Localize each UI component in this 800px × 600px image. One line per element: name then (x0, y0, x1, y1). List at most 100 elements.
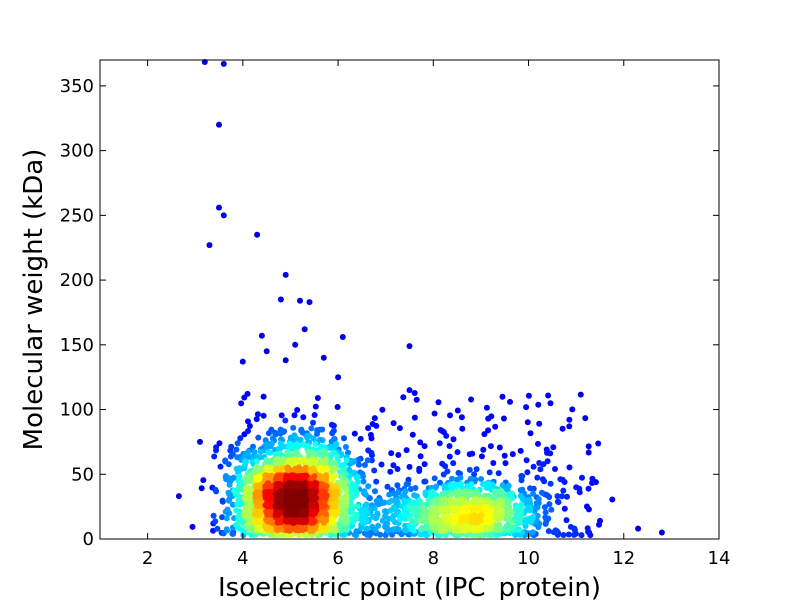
data-point (442, 496, 449, 503)
x-tick-label: 12 (612, 548, 635, 569)
data-point (241, 394, 248, 401)
data-point (272, 491, 279, 497)
data-point (564, 493, 570, 500)
data-point (490, 460, 497, 466)
data-point (539, 476, 546, 483)
data-point (499, 482, 506, 489)
data-point (469, 516, 476, 523)
data-point (304, 434, 311, 441)
data-point (310, 465, 317, 472)
data-point (224, 506, 231, 513)
data-point (277, 445, 284, 452)
data-point (486, 469, 493, 476)
data-point (245, 428, 251, 434)
data-point (554, 493, 561, 500)
data-point (561, 505, 568, 512)
data-point (318, 493, 325, 500)
data-point (330, 501, 337, 508)
data-point (449, 475, 455, 482)
data-point (329, 476, 336, 482)
data-point (409, 431, 416, 438)
data-point (411, 414, 418, 421)
data-point (381, 499, 388, 506)
data-point (357, 435, 364, 442)
data-point (299, 526, 305, 532)
data-point (565, 531, 572, 538)
data-point (301, 326, 308, 333)
data-point (222, 473, 229, 479)
data-point (320, 354, 327, 361)
data-point (547, 450, 554, 457)
data-point (285, 509, 292, 516)
data-point (237, 435, 244, 442)
plot-area (175, 59, 665, 539)
data-point (386, 491, 393, 498)
data-point (373, 498, 380, 504)
data-point (256, 465, 263, 472)
data-point (450, 485, 456, 491)
data-point (421, 461, 428, 468)
data-point (419, 505, 426, 512)
data-point (295, 443, 302, 450)
data-point (328, 492, 335, 499)
data-point (428, 510, 435, 517)
data-point (484, 526, 491, 533)
data-point (332, 483, 339, 490)
data-point (517, 447, 524, 454)
data-point (239, 358, 246, 365)
data-point (217, 463, 224, 470)
data-point (406, 515, 413, 522)
data-point (432, 513, 439, 519)
data-point (505, 525, 512, 531)
data-point (526, 507, 533, 514)
data-point (275, 474, 282, 481)
data-point (387, 468, 394, 475)
data-point (547, 400, 554, 407)
data-point (505, 482, 512, 489)
data-point (305, 448, 312, 455)
data-point (364, 457, 371, 464)
data-point (635, 525, 642, 532)
data-point (258, 517, 265, 524)
data-point (289, 503, 296, 510)
data-point (335, 374, 342, 381)
data-point (398, 531, 405, 538)
data-point (223, 526, 230, 533)
data-point (323, 524, 330, 531)
data-point (211, 453, 218, 460)
data-point (390, 490, 397, 497)
data-point (314, 395, 321, 401)
data-point (245, 525, 252, 532)
data-point (341, 435, 347, 442)
data-point (435, 399, 442, 406)
data-point (365, 483, 372, 490)
data-point (534, 474, 541, 481)
data-point (523, 404, 530, 411)
data-point (329, 519, 336, 526)
data-point (390, 504, 397, 511)
data-point (413, 396, 420, 403)
data-point (318, 488, 325, 495)
data-point (312, 441, 319, 447)
data-point (389, 531, 396, 538)
data-point (291, 412, 298, 419)
data-point (330, 427, 337, 434)
data-point (322, 465, 329, 472)
data-point (406, 343, 413, 350)
data-point (245, 418, 251, 425)
data-point (264, 481, 271, 488)
data-point (466, 490, 473, 497)
data-point (322, 456, 329, 463)
data-point (216, 440, 223, 447)
data-point (287, 473, 294, 480)
data-point (416, 517, 423, 524)
data-point (394, 466, 401, 472)
data-point (308, 519, 315, 526)
data-point (401, 527, 408, 534)
data-point (267, 472, 274, 479)
data-point (488, 507, 495, 514)
data-point (468, 396, 475, 403)
data-point (410, 527, 417, 534)
x-tick-label: 6 (332, 548, 343, 569)
